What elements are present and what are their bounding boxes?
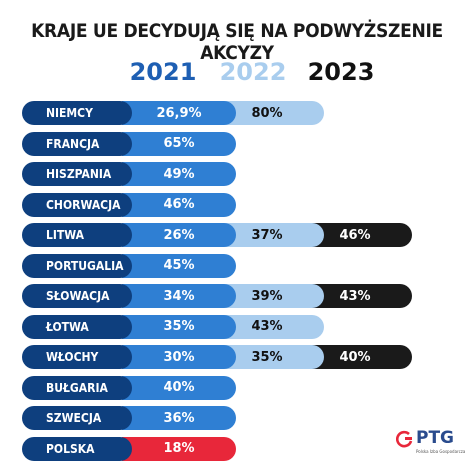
value-2021: 26,9%: [122, 101, 236, 125]
table-row: 40% BUŁGARIA: [22, 375, 422, 400]
chart-title: KRAJE UE DECYDUJĄ SIĘ NA PODWYŻSZENIE AK…: [31, 20, 443, 64]
table-row: 40% 35% 30% WŁOCHY: [22, 345, 422, 369]
country-label: SŁOWACJA: [22, 284, 132, 308]
country-label: ŁOTWA: [22, 314, 132, 339]
year-header-2021: 2021: [129, 58, 197, 86]
table-row: 43% 39% 34% SŁOWACJA: [22, 284, 422, 308]
value-2021: 30%: [122, 345, 236, 369]
country-label: WŁOCHY: [22, 345, 132, 369]
value-2021: 49%: [122, 162, 236, 186]
country-label: NIEMCY: [22, 101, 132, 125]
value-2021: 45%: [122, 253, 236, 278]
table-row: 80% 26,9% NIEMCY: [22, 101, 422, 125]
value-2021: 40%: [122, 375, 236, 400]
ptg-logo-icon: [396, 430, 413, 448]
value-2021: 36%: [122, 406, 236, 430]
year-header-2022: 2022: [219, 58, 287, 86]
country-label: HISZPANIA: [22, 162, 132, 186]
year-header-2023: 2023: [307, 58, 375, 86]
logo-subtitle: Polska Izba Gospodarcza: [416, 449, 466, 454]
country-label: FRANCJA: [22, 131, 132, 156]
ptg-logo: PTG Polska Izba Gospodarcza: [396, 428, 466, 458]
value-2021: 65%: [122, 131, 236, 156]
table-row: 43% 35% ŁOTWA: [22, 314, 422, 339]
table-row: 18% POLSKA: [22, 436, 422, 461]
country-label: BUŁGARIA: [22, 375, 132, 400]
table-row: 46% CHORWACJA: [22, 192, 422, 217]
table-row: 65% FRANCJA: [22, 131, 422, 156]
country-label: LITWA: [22, 223, 132, 247]
value-2021: 46%: [122, 192, 236, 217]
value-2021: 26%: [122, 223, 236, 247]
country-label: SZWECJA: [22, 406, 132, 430]
logo-text: PTG: [416, 428, 455, 448]
country-label: PORTUGALIA: [22, 253, 132, 278]
country-label: CHORWACJA: [22, 192, 132, 217]
value-2021: 35%: [122, 314, 236, 339]
table-row: 36% SZWECJA: [22, 406, 422, 430]
country-label: POLSKA: [22, 436, 132, 461]
value-2021: 18%: [122, 436, 236, 461]
table-row: 45% PORTUGALIA: [22, 253, 422, 278]
table-row: 46% 37% 26% LITWA: [22, 223, 422, 247]
table-row: 49% HISZPANIA: [22, 162, 422, 186]
value-2021: 34%: [122, 284, 236, 308]
